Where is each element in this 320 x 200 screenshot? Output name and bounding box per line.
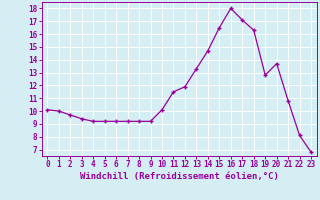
- X-axis label: Windchill (Refroidissement éolien,°C): Windchill (Refroidissement éolien,°C): [80, 172, 279, 181]
